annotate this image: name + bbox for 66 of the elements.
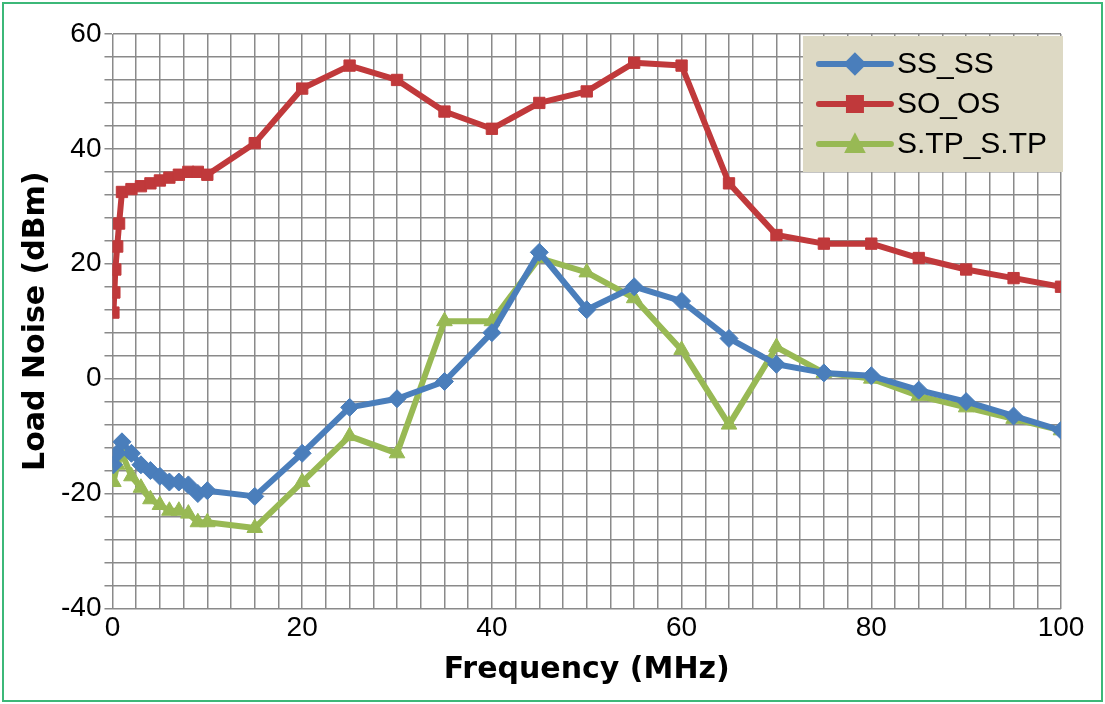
x-tick-label: 80	[855, 610, 887, 642]
point	[436, 311, 453, 327]
point	[672, 291, 692, 311]
point	[245, 486, 265, 506]
point	[722, 177, 736, 190]
point	[112, 240, 124, 253]
point	[142, 489, 159, 505]
point	[719, 328, 739, 348]
point	[577, 300, 597, 320]
point	[482, 323, 502, 343]
x-axis-title: Frequency (MHz)	[443, 649, 730, 685]
point	[112, 217, 126, 230]
point	[909, 380, 929, 400]
x-tick-label: 60	[666, 610, 698, 642]
point	[390, 73, 404, 87]
point	[580, 85, 593, 98]
y-tick-label: 40	[70, 131, 102, 163]
point	[201, 168, 214, 181]
point	[1007, 271, 1020, 285]
point	[766, 354, 786, 374]
legend-label: SO_OS	[896, 86, 1001, 120]
point	[814, 363, 834, 383]
point	[959, 263, 973, 276]
point	[628, 56, 641, 69]
point	[340, 397, 360, 417]
point	[956, 392, 976, 412]
point	[434, 372, 454, 392]
point	[673, 340, 690, 355]
point	[388, 443, 406, 459]
point	[296, 82, 309, 95]
y-tick-label: 60	[70, 16, 102, 48]
point	[387, 389, 407, 409]
point	[485, 122, 499, 135]
point	[343, 59, 356, 72]
y-tick-label: 20	[70, 246, 102, 278]
y-tick-label: -40	[61, 591, 102, 623]
y-axis-title: Load Noise (dBm)	[15, 171, 51, 471]
x-tick-label: 40	[476, 610, 508, 642]
point	[865, 237, 878, 250]
x-tick-label: 100	[1037, 610, 1085, 642]
point	[438, 105, 451, 118]
point	[720, 415, 738, 430]
point	[199, 512, 216, 528]
point	[246, 518, 264, 533]
point	[341, 426, 358, 442]
x-tick-label: 20	[286, 610, 318, 642]
point	[529, 242, 549, 262]
point	[123, 466, 140, 482]
point	[768, 337, 785, 353]
point	[675, 59, 688, 72]
legend-label: SS_SS	[896, 46, 994, 80]
point	[292, 443, 312, 463]
point	[912, 251, 925, 265]
y-tick-label: 0	[85, 361, 102, 393]
point	[624, 277, 644, 297]
point	[293, 472, 311, 488]
point	[533, 96, 546, 110]
y-tick-label: -20	[61, 476, 102, 508]
point	[248, 136, 261, 150]
point	[112, 432, 132, 452]
point	[180, 504, 197, 519]
legend-label: S.TP_S.TP	[896, 126, 1047, 160]
point	[132, 478, 150, 493]
point	[121, 443, 141, 463]
point	[770, 228, 783, 242]
point	[817, 237, 831, 250]
